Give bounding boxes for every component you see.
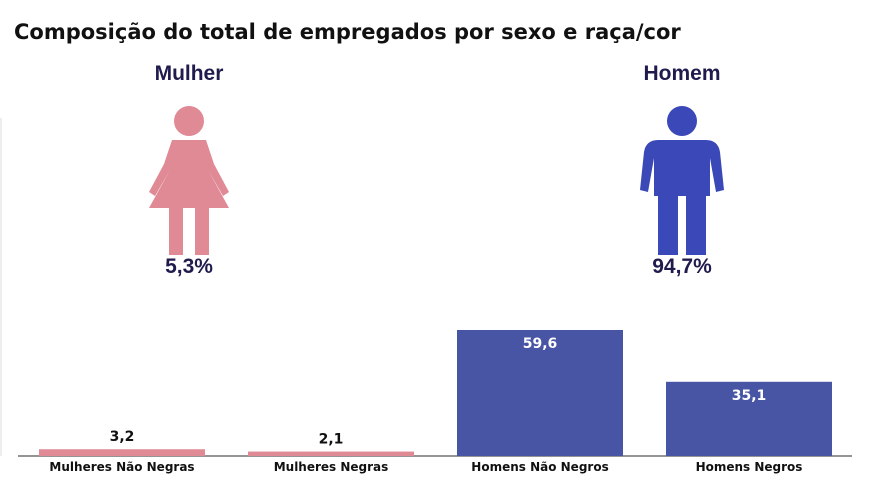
female-percent: 5,3%	[165, 255, 213, 278]
bar-3	[457, 330, 623, 456]
chart-title: Composição do total de empregados por se…	[14, 20, 681, 44]
bar-value-label: 2,1	[319, 432, 344, 448]
man-icon	[640, 106, 724, 255]
category-label: Mulheres Negras	[274, 460, 389, 474]
bar-value-label: 59,6	[523, 336, 558, 352]
category-label: Homens Não Negros	[471, 460, 608, 474]
bar-4	[666, 381, 832, 456]
bar-value-label: 35,1	[732, 388, 767, 404]
category-label: Homens Negros	[696, 460, 803, 474]
male-label: Homem	[643, 62, 721, 85]
bar-2	[248, 451, 414, 456]
bar-1	[39, 449, 205, 456]
male-percent: 94,7%	[652, 255, 712, 278]
bar-value-label: 3,2	[110, 429, 135, 445]
category-label: Mulheres Não Negras	[49, 460, 194, 474]
woman-icon	[149, 106, 229, 255]
female-label: Mulher	[154, 62, 224, 85]
